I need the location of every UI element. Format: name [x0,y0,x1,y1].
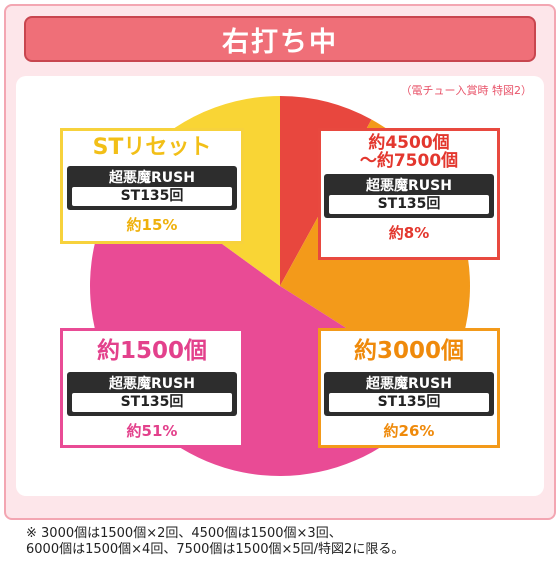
rush-badge: 超悪魔RUSH ST135回 [324,173,494,218]
label-box-st-reset: STリセット 超悪魔RUSH ST135回 約15% [60,128,244,244]
rush-name: 超悪魔RUSH [366,375,452,392]
chart-title: 右打ち中 [222,26,338,58]
label-box-3000: 約3000個 超悪魔RUSH ST135回 約26% [318,328,500,448]
label-box-1500: 約1500個 超悪魔RUSH ST135回 約51% [60,328,244,448]
label-box-4500-7500: 約4500個 ～約7500個 超悪魔RUSH ST135回 約8% [318,128,500,260]
box-heading-line1: 約4500個 [368,133,450,153]
condition-note: （電チュー入賞時 特図2） [400,84,533,97]
box-heading: STリセット [92,135,212,160]
rush-badge: 超悪魔RUSH ST135回 [67,165,237,210]
footnote: ※ 3000個は1500個×2回、4500個は1500個×3回、 6000個は1… [26,526,404,558]
percent-label: 約15% [126,215,178,234]
box-heading: 約3000個 [353,338,464,364]
rush-name: 超悪魔RUSH [109,169,195,186]
footnote-line1: ※ 3000個は1500個×2回、4500個は1500個×3回、 [26,526,342,541]
percent-label: 約51% [126,421,178,440]
rush-name: 超悪魔RUSH [366,177,452,194]
rush-st: ST135回 [329,392,489,412]
title-bar: 右打ち中 [24,16,536,62]
rush-st: ST135回 [72,392,232,412]
rush-st: ST135回 [329,194,489,214]
percent-label: 約26% [383,421,435,440]
box-heading: 約4500個 ～約7500個 [360,134,458,171]
rush-badge: 超悪魔RUSH ST135回 [67,371,237,416]
box-heading-line2: ～約7500個 [359,151,459,172]
footnote-line2: 6000個は1500個×4回、7500個は1500個×5回/特図2に限る。 [26,542,405,557]
rush-name: 超悪魔RUSH [109,375,195,392]
percent-label: 約8% [388,223,430,242]
rush-st: ST135回 [72,186,232,206]
rush-badge: 超悪魔RUSH ST135回 [324,371,494,416]
box-heading: 約1500個 [96,338,207,364]
